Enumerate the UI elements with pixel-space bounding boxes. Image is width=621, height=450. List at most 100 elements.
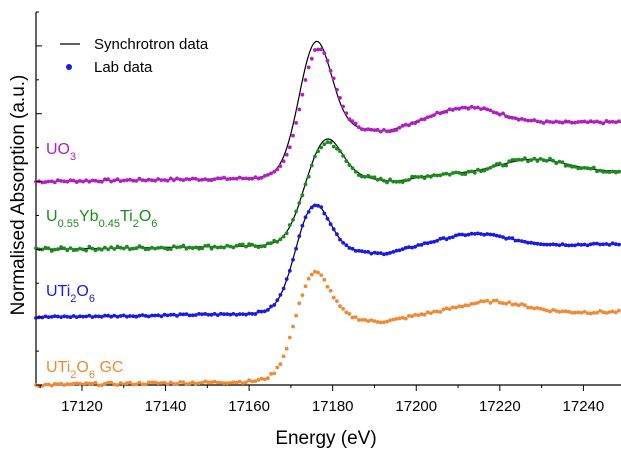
data-point (388, 129, 392, 134)
data-point (291, 257, 295, 262)
data-point (447, 107, 452, 112)
data-point (585, 243, 590, 248)
data-point (313, 154, 317, 159)
x-tick-label: 17200 (395, 398, 437, 415)
data-point (438, 236, 443, 241)
data-point (209, 380, 214, 385)
data-point (74, 248, 79, 252)
data-point (366, 173, 371, 178)
data-point (187, 177, 192, 182)
data-point (178, 312, 183, 316)
data-point (172, 244, 176, 249)
data-point (165, 313, 170, 318)
data-point (356, 173, 361, 178)
data-point (215, 380, 220, 385)
data-point (397, 179, 402, 184)
data-point (582, 242, 587, 247)
data-point (560, 120, 565, 125)
data-point (341, 154, 345, 158)
data-point (212, 244, 217, 249)
data-point (557, 120, 562, 124)
data-point (479, 169, 483, 174)
data-point (363, 127, 367, 132)
data-point (532, 241, 537, 246)
data-point (78, 179, 82, 183)
data-point (219, 245, 223, 250)
data-point (215, 176, 220, 181)
data-point (281, 234, 286, 239)
data-point (231, 245, 236, 250)
data-point (544, 242, 549, 247)
data-point (81, 179, 85, 184)
data-point (184, 382, 189, 386)
data-point (353, 249, 358, 253)
data-point (203, 244, 208, 248)
data-point (548, 120, 552, 124)
data-point (604, 119, 609, 123)
data-point (247, 378, 252, 383)
data-point (479, 232, 483, 236)
data-point (56, 178, 60, 183)
data-point (322, 51, 327, 55)
data-point (175, 176, 179, 181)
data-point (322, 277, 327, 282)
data-point (121, 382, 126, 387)
data-point (360, 174, 364, 179)
data-point (322, 142, 327, 147)
data-point (591, 120, 596, 124)
data-point (344, 159, 349, 164)
data-point (557, 243, 562, 248)
data-point (403, 122, 408, 127)
data-point (566, 119, 571, 124)
data-point (225, 243, 230, 248)
data-point (300, 223, 305, 228)
data-point (382, 178, 386, 183)
data-point (532, 306, 537, 311)
y-axis-title: Normalised Absorption (a.u.) (8, 75, 29, 316)
data-point (598, 309, 602, 313)
data-point (523, 303, 527, 308)
data-point (319, 273, 324, 277)
data-point (272, 303, 277, 307)
data-point (250, 379, 255, 384)
data-point (529, 305, 534, 310)
data-point (172, 312, 176, 317)
data-point (125, 314, 129, 319)
data-point (197, 178, 201, 183)
data-point (356, 125, 361, 130)
data-point (526, 159, 530, 164)
data-point (482, 232, 487, 237)
data-point (519, 302, 524, 306)
data-point (610, 169, 615, 174)
data-point (391, 128, 396, 133)
data-point (244, 380, 248, 385)
data-point (529, 158, 534, 163)
data-point (262, 244, 267, 249)
data-point (460, 172, 465, 177)
data-point (413, 121, 418, 125)
data-point (573, 120, 577, 125)
data-point (601, 121, 606, 126)
data-point (103, 381, 107, 386)
data-point (416, 119, 421, 124)
data-point (347, 117, 352, 122)
data-point (497, 300, 502, 305)
data-point (193, 176, 198, 181)
data-point (410, 314, 414, 319)
data-point (523, 239, 527, 244)
data-point (410, 174, 414, 179)
data-point (59, 381, 63, 386)
data-point (435, 173, 439, 178)
data-point (560, 160, 565, 165)
legend: Synchrotron data Lab data (60, 36, 209, 76)
data-point (59, 315, 63, 319)
data-point (121, 313, 126, 318)
data-point (353, 169, 358, 174)
data-point (356, 248, 361, 253)
data-point (494, 233, 499, 238)
data-point (604, 311, 609, 315)
data-point (175, 245, 179, 250)
data-point (93, 178, 98, 183)
data-point (153, 313, 158, 318)
data-point (153, 380, 158, 385)
